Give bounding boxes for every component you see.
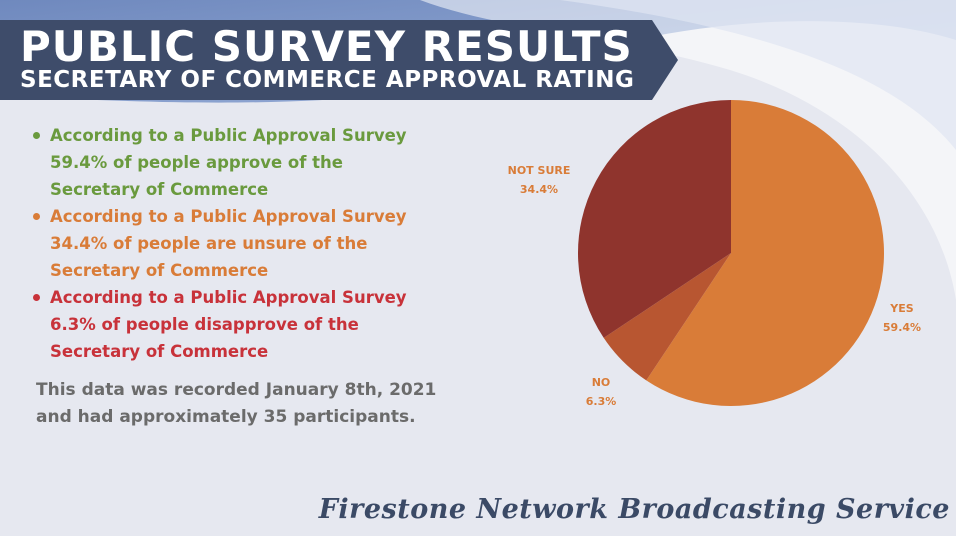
bullet-line: According to a Public Approval Survey xyxy=(50,207,407,226)
page-subtitle: SECRETARY OF COMMERCE APPROVAL RATING xyxy=(20,67,635,93)
bullet-disapprove: According to a Public Approval Survey 6.… xyxy=(30,284,500,365)
slice-label: YES xyxy=(889,302,913,315)
slice-label: NO xyxy=(592,376,611,389)
footer-brand: Firestone Network Broadcasting Service xyxy=(318,494,950,525)
slice-value-label: 6.3% xyxy=(586,395,617,408)
slice-value-label: 34.4% xyxy=(520,183,558,196)
data-note: This data was recorded January 8th, 2021… xyxy=(36,377,506,431)
bullet-dot xyxy=(33,132,40,139)
pie-slice-yes xyxy=(646,100,884,406)
slice-label: NOT SURE xyxy=(508,164,571,177)
bullet-list: According to a Public Approval Survey 59… xyxy=(30,122,500,365)
bullet-dot xyxy=(33,294,40,301)
bullet-unsure: According to a Public Approval Survey 34… xyxy=(30,203,500,284)
slice-value-label: 59.4% xyxy=(883,321,921,334)
bullet-line: 59.4% of people approve of the xyxy=(50,153,343,172)
bullet-line: According to a Public Approval Survey xyxy=(50,126,407,145)
note-line: This data was recorded January 8th, 2021 xyxy=(36,380,437,400)
bullet-line: 6.3% of people disapprove of the xyxy=(50,315,359,334)
bullet-dot xyxy=(33,213,40,220)
bullet-approve: According to a Public Approval Survey 59… xyxy=(30,122,500,203)
bullet-line: Secretary of Commerce xyxy=(50,261,269,280)
bullet-line: Secretary of Commerce xyxy=(50,342,269,361)
bullet-line: Secretary of Commerce xyxy=(50,180,269,199)
bullet-line: 34.4% of people are unsure of the xyxy=(50,234,368,253)
title-banner: PUBLIC SURVEY RESULTS SECRETARY OF COMME… xyxy=(0,20,680,100)
pie-chart: YES 59.4% NO 6.3% NOT SURE 34.4% xyxy=(508,100,921,408)
bullet-line: According to a Public Approval Survey xyxy=(50,288,407,307)
pie-slice-no xyxy=(603,253,731,381)
note-line: and had approximately 35 participants. xyxy=(36,407,416,427)
pie-slice-not-sure xyxy=(578,100,731,338)
banner-shape xyxy=(0,20,678,100)
page-title: PUBLIC SURVEY RESULTS xyxy=(20,22,633,71)
